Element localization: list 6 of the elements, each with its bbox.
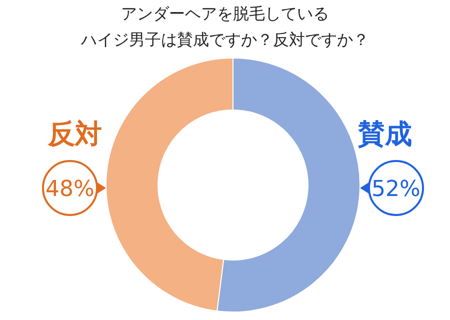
data-label: 48% <box>46 177 94 202</box>
chart-title: アンダーヘアを脱毛している <box>121 4 329 23</box>
slice-label: 反対 <box>47 119 102 150</box>
chart-subtitle: ハイジ男子は賛成ですか？反対ですか？ <box>80 30 369 49</box>
data-label: 52% <box>372 177 420 202</box>
slice-label: 賛成 <box>357 119 412 150</box>
